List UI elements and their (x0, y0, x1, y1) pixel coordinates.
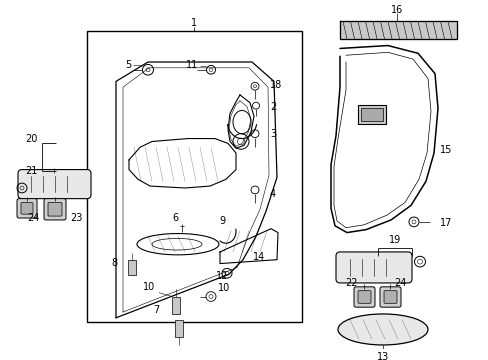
Text: 10: 10 (142, 282, 155, 292)
Bar (360, 108, 382, 121)
Text: 9: 9 (220, 216, 225, 226)
Text: 3: 3 (269, 129, 276, 139)
Text: 24: 24 (27, 213, 40, 223)
Text: 19: 19 (388, 235, 400, 245)
FancyBboxPatch shape (357, 291, 370, 303)
Text: 18: 18 (269, 80, 282, 90)
Text: 7: 7 (153, 305, 159, 315)
Text: 13: 13 (376, 352, 388, 360)
Text: 1: 1 (190, 18, 197, 28)
Bar (357, 105, 385, 124)
Text: 12: 12 (215, 271, 228, 281)
FancyBboxPatch shape (21, 203, 33, 214)
Bar (175, 320, 183, 337)
FancyBboxPatch shape (44, 199, 66, 220)
FancyBboxPatch shape (383, 291, 396, 303)
Text: 16: 16 (390, 5, 402, 15)
Bar (128, 260, 136, 275)
Text: 21: 21 (25, 166, 38, 176)
Bar (87, 31, 302, 322)
Bar (172, 297, 180, 314)
Ellipse shape (137, 234, 219, 255)
FancyBboxPatch shape (17, 199, 37, 218)
FancyBboxPatch shape (379, 287, 400, 307)
Text: 22: 22 (345, 278, 357, 288)
Text: 10: 10 (218, 283, 230, 293)
FancyBboxPatch shape (353, 287, 374, 307)
Text: 14: 14 (252, 252, 264, 262)
Text: 6: 6 (172, 213, 178, 223)
Text: 5: 5 (124, 60, 131, 70)
FancyBboxPatch shape (335, 252, 411, 283)
Polygon shape (339, 21, 456, 39)
Text: 23: 23 (70, 213, 82, 223)
Text: 15: 15 (439, 145, 451, 155)
FancyBboxPatch shape (48, 203, 62, 216)
Text: 24: 24 (393, 278, 406, 288)
Text: 17: 17 (439, 218, 451, 228)
FancyBboxPatch shape (18, 170, 91, 199)
Ellipse shape (337, 314, 427, 345)
Text: 20: 20 (25, 134, 38, 144)
Text: 8: 8 (112, 258, 118, 267)
Text: 4: 4 (269, 189, 276, 199)
Text: 2: 2 (269, 102, 276, 112)
Text: 11: 11 (185, 60, 198, 70)
